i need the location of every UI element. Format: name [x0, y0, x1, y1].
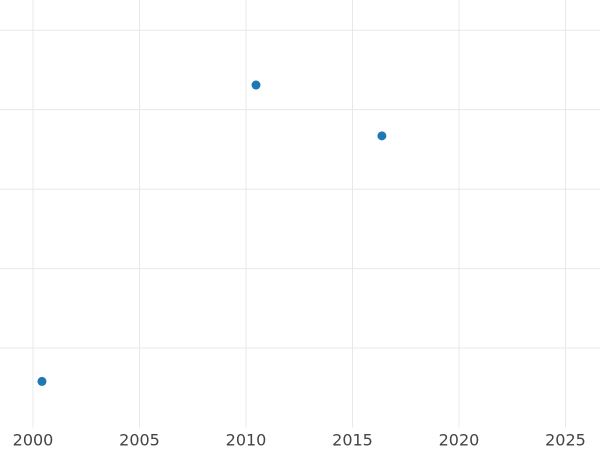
point — [251, 80, 261, 90]
point — [377, 131, 387, 141]
x-tick-label: 2005 — [119, 431, 160, 450]
x-tick-label: 2015 — [332, 431, 373, 450]
x-tick-label: 2000 — [13, 431, 54, 450]
x-tick-label: 2010 — [226, 431, 267, 450]
point — [37, 376, 47, 386]
x-tick-label: 2025 — [545, 431, 586, 450]
x-tick-label: 2020 — [439, 431, 480, 450]
